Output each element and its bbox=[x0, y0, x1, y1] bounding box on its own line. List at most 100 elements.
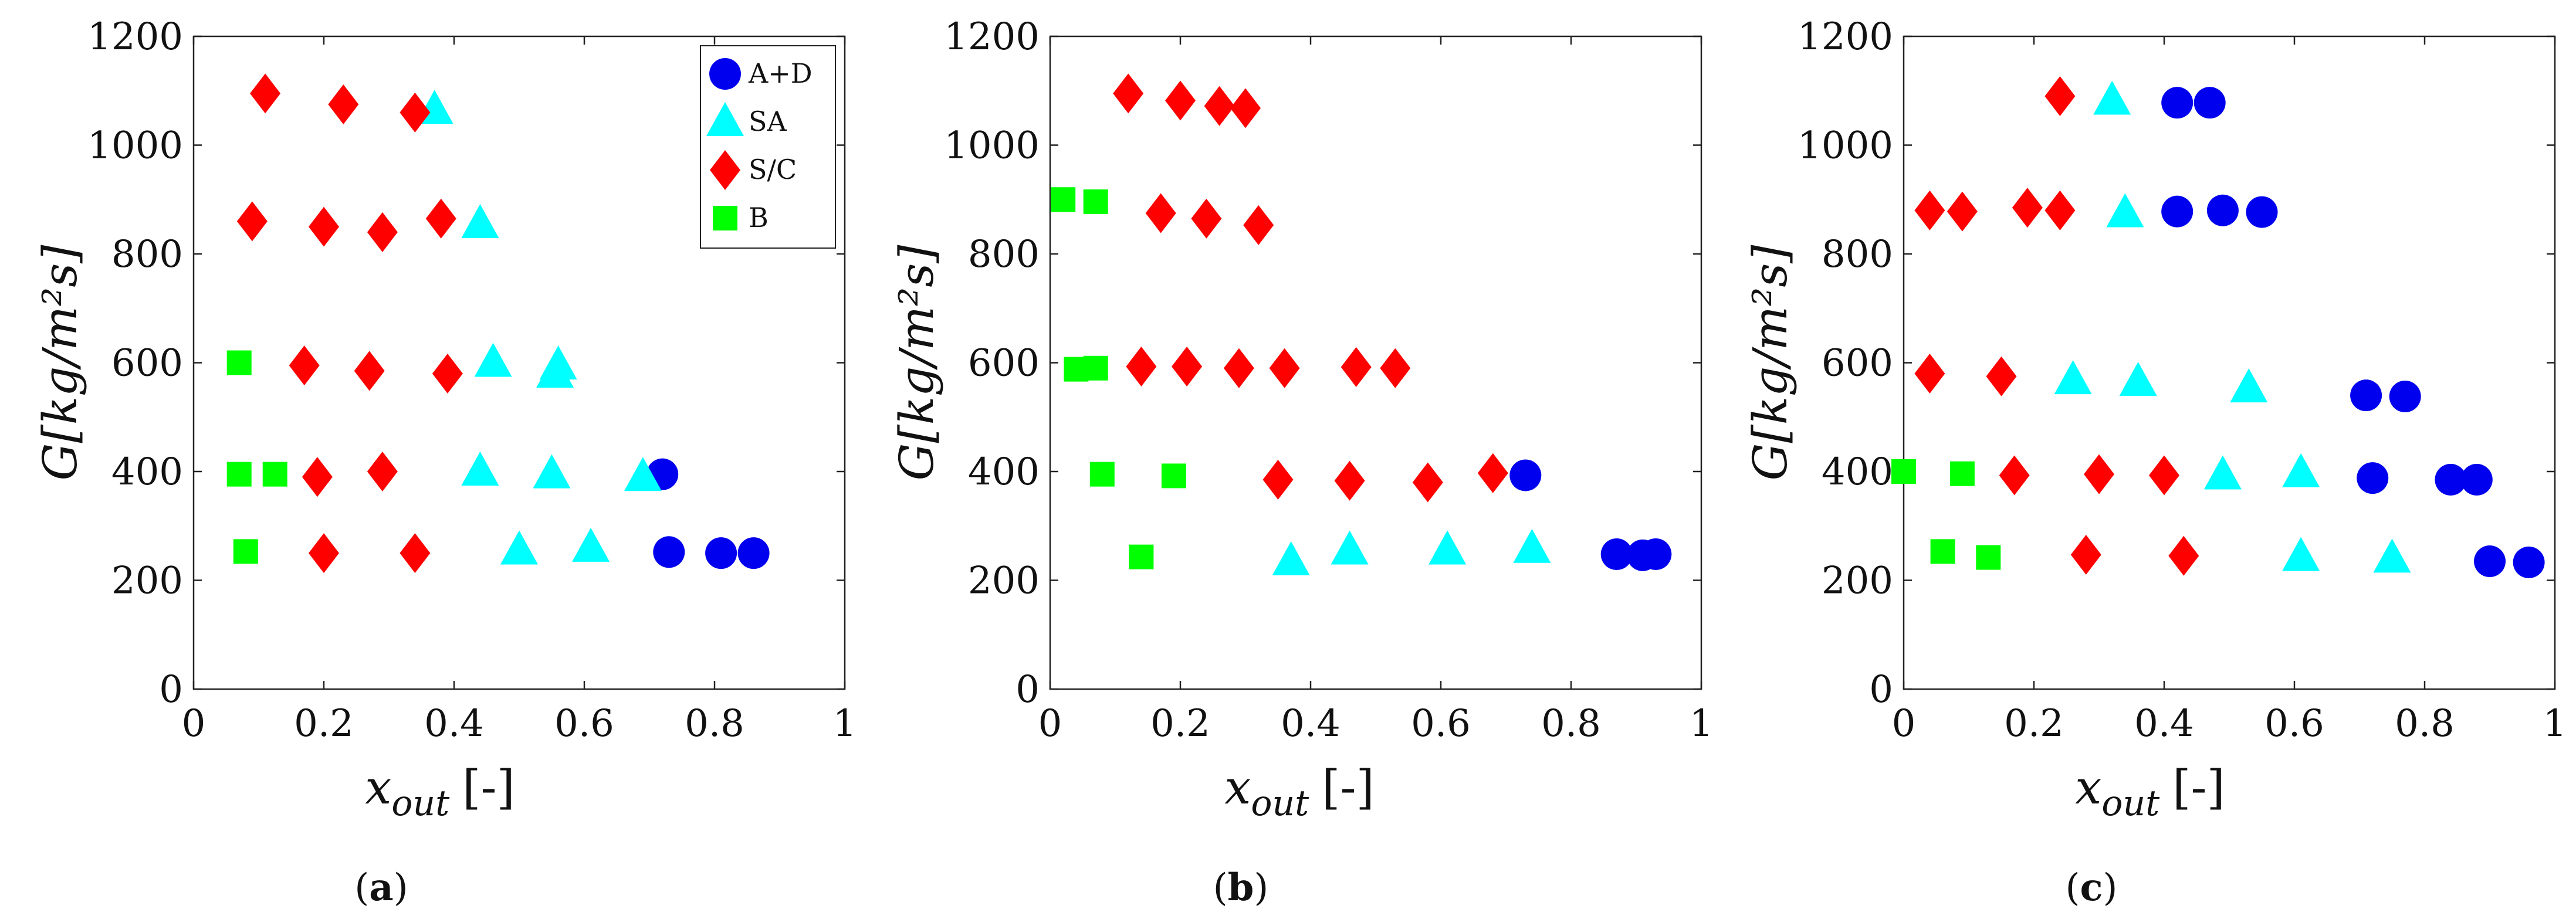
x-tick-label: 0.6 bbox=[2264, 702, 2324, 745]
data-point bbox=[1230, 88, 1261, 128]
data-point bbox=[400, 533, 431, 574]
data-point bbox=[233, 539, 258, 564]
y-tick-label: 200 bbox=[111, 559, 183, 603]
legend-marker bbox=[706, 102, 744, 136]
data-point bbox=[1223, 348, 1254, 388]
data-point bbox=[2282, 537, 2320, 571]
data-point bbox=[2474, 545, 2506, 578]
x-tick-label: 0.2 bbox=[294, 702, 354, 745]
y-tick-label: 400 bbox=[968, 450, 1040, 494]
data-point bbox=[1509, 459, 1542, 491]
y-tick-label: 400 bbox=[111, 450, 183, 494]
data-point bbox=[250, 73, 281, 114]
legend: A+D SA S/C B bbox=[700, 45, 836, 249]
series-a-d bbox=[1509, 459, 1672, 571]
data-point bbox=[1113, 73, 1144, 114]
y-axis-label: G[kg/m²s] bbox=[1743, 245, 1798, 481]
data-point bbox=[302, 457, 333, 497]
data-point bbox=[1914, 354, 1945, 394]
data-point bbox=[367, 452, 398, 491]
data-point bbox=[2161, 195, 2194, 228]
data-point bbox=[1930, 539, 1955, 564]
data-point bbox=[425, 198, 456, 239]
data-point bbox=[328, 84, 359, 124]
data-point bbox=[236, 201, 268, 242]
y-tick-label: 0 bbox=[159, 668, 183, 711]
series-a-d bbox=[2161, 87, 2545, 578]
data-point bbox=[2206, 194, 2239, 226]
y-axis-label: G[kg/m²s] bbox=[889, 245, 944, 481]
x-tick-label: 0 bbox=[182, 702, 206, 745]
data-point bbox=[500, 530, 538, 565]
data-point bbox=[1161, 463, 1186, 489]
data-point bbox=[309, 533, 339, 574]
data-point bbox=[2106, 193, 2144, 228]
x-tick-label: 1 bbox=[1690, 702, 1714, 745]
data-point bbox=[262, 462, 287, 487]
data-point bbox=[1976, 545, 2001, 570]
data-point bbox=[2054, 360, 2092, 395]
x-axis-label: xout [-] bbox=[365, 760, 514, 824]
data-point bbox=[354, 351, 385, 391]
x-tick-label: 0.6 bbox=[554, 702, 614, 745]
chart-panel-c: 0 0.2 0.4 0.6 0.8 1 0 200 400 600 800 1000 1200 xout[… bbox=[1743, 15, 2567, 910]
data-point bbox=[2070, 534, 2101, 575]
data-point bbox=[1269, 348, 1300, 388]
data-point bbox=[1477, 453, 1508, 493]
y-tick-label: 1000 bbox=[87, 124, 183, 168]
y-tick-label: 1000 bbox=[944, 124, 1040, 168]
x-tick-label: 0.8 bbox=[1541, 702, 1601, 745]
data-point bbox=[400, 92, 431, 133]
y-tick-label: 600 bbox=[968, 342, 1040, 385]
data-point bbox=[1947, 191, 1978, 232]
x-tick-label: 0 bbox=[1038, 702, 1062, 745]
series-sa bbox=[1272, 528, 1551, 576]
data-point bbox=[1334, 460, 1365, 501]
y-tick-label: 1200 bbox=[944, 15, 1040, 59]
legend-label: A+D bbox=[748, 57, 813, 89]
data-point bbox=[2389, 381, 2421, 413]
series-b bbox=[1891, 459, 2001, 570]
x-tick-label: 1 bbox=[2543, 702, 2567, 745]
data-point bbox=[1600, 538, 1633, 570]
data-point bbox=[1083, 189, 1108, 214]
data-point bbox=[226, 462, 252, 487]
data-point bbox=[2282, 453, 2320, 487]
data-point bbox=[1331, 530, 1369, 565]
data-point bbox=[1129, 544, 1154, 569]
x-tick-label: 0.4 bbox=[2134, 702, 2194, 745]
series-s-c bbox=[1914, 76, 2199, 576]
series-sa bbox=[2054, 80, 2411, 573]
legend-label: S/C bbox=[749, 154, 797, 185]
data-point bbox=[2161, 87, 2194, 119]
x-tick-label: 0.8 bbox=[685, 702, 744, 745]
data-point bbox=[1513, 528, 1551, 563]
data-point bbox=[1986, 356, 2017, 396]
y-tick-label: 1200 bbox=[87, 15, 183, 59]
x-tick-label: 1 bbox=[833, 702, 857, 745]
series-s-c bbox=[1113, 73, 1508, 503]
data-point bbox=[533, 454, 571, 489]
x-tick-label: 0.6 bbox=[1411, 702, 1471, 745]
data-point bbox=[309, 206, 339, 247]
data-point bbox=[1145, 193, 1176, 233]
y-tick-label: 800 bbox=[968, 233, 1040, 276]
data-point bbox=[2246, 196, 2278, 228]
data-point bbox=[1341, 347, 1372, 387]
x-tick-label: 0.8 bbox=[2395, 702, 2455, 745]
legend-label: SA bbox=[749, 106, 787, 137]
data-point bbox=[461, 452, 499, 486]
data-point bbox=[2357, 462, 2389, 494]
data-point bbox=[2373, 538, 2411, 573]
data-point bbox=[1165, 80, 1196, 121]
y-tick-label: 0 bbox=[1015, 668, 1040, 711]
plot-area bbox=[1049, 35, 1702, 690]
y-axis-label: G[kg/m²s] bbox=[33, 245, 87, 481]
x-axis-label: xout [-] bbox=[1224, 760, 1374, 824]
data-point bbox=[536, 354, 574, 388]
y-tick-label: 1200 bbox=[1798, 15, 1893, 59]
data-point bbox=[2350, 379, 2382, 412]
chart-panel-a: 0 0.2 0.4 0.6 0.8 1 0 200 400 600 800 1000 1200 xout[… bbox=[33, 15, 857, 910]
data-point bbox=[432, 354, 463, 394]
